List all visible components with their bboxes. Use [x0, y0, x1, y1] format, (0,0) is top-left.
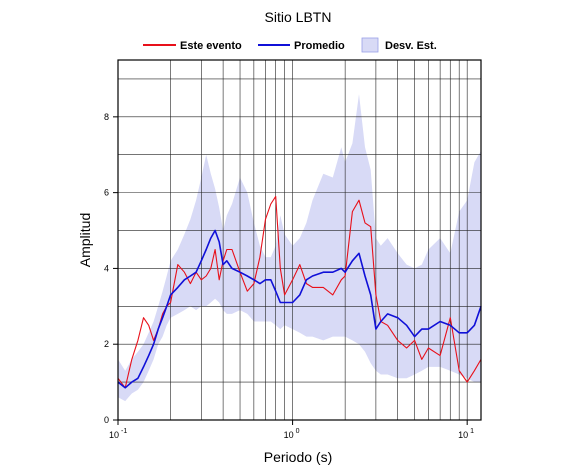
plot-frame: [117, 59, 482, 421]
x-tick-exponent: 1: [470, 428, 474, 435]
x-tick-label: 10: [458, 430, 468, 440]
x-tick-exponent: -1: [121, 428, 127, 435]
y-tick-label: 2: [104, 339, 109, 349]
y-tick-label: 6: [104, 188, 109, 198]
event-series-line: [117, 195, 482, 389]
x-tick-label: 10: [109, 430, 119, 440]
legend: Este evento Promedio Desv. Est.: [143, 37, 437, 53]
legend-event-label: Este evento: [180, 40, 242, 52]
x-tick-label: 10: [284, 430, 294, 440]
x-axis-label: Periodo (s): [264, 449, 332, 465]
x-tick-exponent: 0: [296, 428, 300, 435]
legend-std-swatch: [361, 37, 379, 53]
mean-series-line: [117, 229, 482, 389]
y-tick-label: 0: [104, 415, 109, 425]
y-axis-label: Amplitud: [77, 213, 93, 267]
y-tick-label: 4: [104, 263, 109, 273]
chart-title: Sitio LBTN: [265, 9, 332, 25]
legend-std-label: Desv. Est.: [385, 40, 437, 52]
y-tick-label: 8: [104, 112, 109, 122]
legend-mean-label: Promedio: [294, 40, 345, 52]
std-band: [118, 94, 481, 402]
